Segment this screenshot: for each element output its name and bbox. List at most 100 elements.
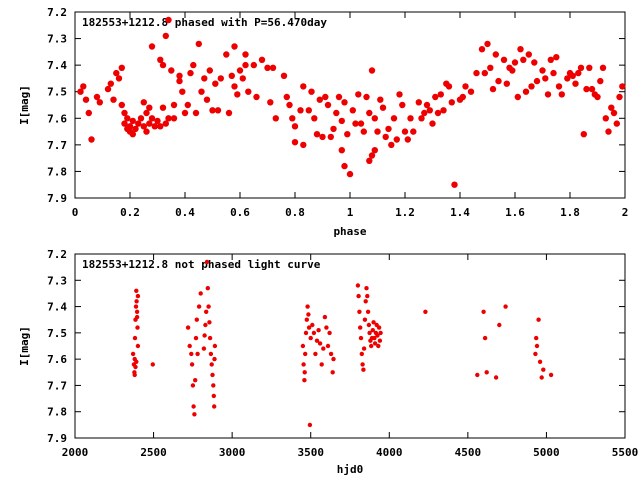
data-point [497,322,502,328]
x-tick-label: 4500 [455,446,482,459]
data-point [157,56,164,63]
phased-light-curve-chart: 0 0.2 0.4 0.6 0.8 1 1.2 1.4 1.6 1.8 2 7.2 7.3 7.4 7.5 7… [18,6,628,238]
data-point [616,93,623,101]
data-point [170,101,178,109]
data-point [300,343,306,349]
data-point [509,67,516,74]
data-point [157,123,164,130]
data-point [534,343,540,349]
y-axis-label: I[mag] [18,85,31,125]
data-point [586,64,593,72]
y-tick-label: 7.2 [47,248,67,261]
data-point [214,107,222,114]
data-point [134,314,140,320]
data-point [418,115,425,122]
data-point [426,107,433,114]
data-point [212,404,217,409]
data-point [135,120,142,127]
data-point [363,299,368,304]
data-point [366,322,372,328]
data-point [369,343,374,349]
data-point [514,93,521,101]
data-point [341,162,348,170]
x-tick-label: 2000 [62,446,89,459]
data-point [475,372,480,378]
data-point [382,133,389,141]
data-point [195,40,202,48]
data-point [432,93,439,101]
data-point [376,343,381,349]
data-point [146,120,153,127]
x-tick-label: 0.6 [230,206,250,219]
data-point [355,91,362,98]
data-point [162,32,169,40]
data-point [493,375,499,380]
x-tick-label: 4000 [376,446,403,459]
data-point [133,304,139,309]
data-point [473,69,480,77]
data-point [297,107,304,114]
data-point [602,115,609,122]
x-tick-label: 0.8 [285,206,305,219]
data-point [448,99,455,106]
x-tick-label: 0.4 [175,206,195,219]
data-point [304,317,309,322]
data-point [311,330,317,336]
y-tick-label: 7.2 [47,6,67,19]
data-point [597,77,604,85]
data-point [176,72,183,80]
data-point [379,104,387,111]
data-point [478,46,486,53]
data-point [366,109,373,117]
data-point [467,88,475,95]
x-tick-label: 1.6 [505,206,525,219]
data-point [264,64,271,72]
data-point [588,85,596,93]
data-point [107,80,115,87]
data-point [302,370,307,375]
data-point [335,93,343,101]
data-point [341,99,348,106]
y-tick-label: 7.9 [47,192,67,205]
data-point [371,320,376,325]
data-point [201,346,207,351]
data-point [310,322,315,328]
data-point [437,91,444,98]
x-tick-label: 2 [622,206,629,219]
data-point [344,131,351,138]
data-point [300,83,307,90]
data-point [537,359,543,364]
data-point [146,104,153,111]
y-tick-label: 7.7 [47,139,67,152]
data-point [195,351,200,357]
y-tick-label: 7.4 [47,301,67,314]
data-point [190,383,196,388]
data-point [286,101,293,109]
y-tick-label: 7.5 [47,327,67,340]
data-point [321,346,326,351]
data-point [544,91,552,98]
data-point [484,370,489,375]
x-tick-label: 5500 [612,446,639,459]
data-point [558,91,565,98]
data-point [291,139,299,146]
data-point [206,67,213,74]
data-point [317,341,323,346]
data-point [223,51,230,58]
data-point [316,328,321,333]
data-point [367,330,372,336]
data-point [208,351,214,357]
x-tick-label: 1.4 [450,206,470,219]
data-point [203,96,211,103]
data-point [193,335,199,341]
data-point [217,75,224,82]
data-point [553,54,560,61]
data-point [159,104,167,111]
data-point [410,128,417,135]
data-point [328,351,334,357]
data-point [364,286,369,291]
data-point [550,69,557,77]
data-point [429,120,436,127]
data-point [407,115,414,122]
data-point [80,83,87,90]
